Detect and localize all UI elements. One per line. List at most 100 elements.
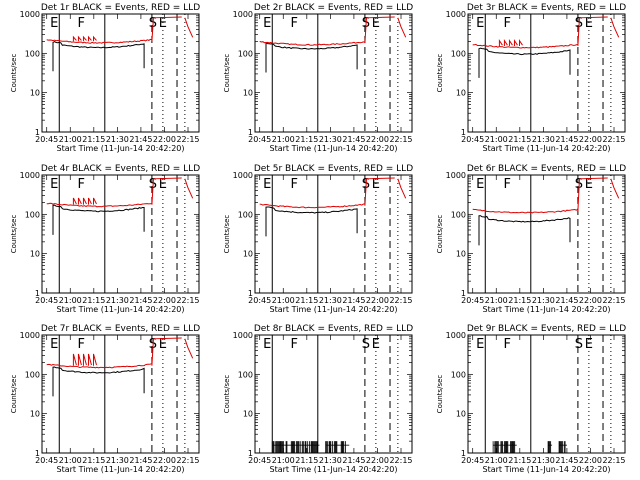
x-tick-label: 20:45: [35, 296, 58, 305]
events-line: [265, 206, 358, 237]
x-tick-label: 21:45: [129, 135, 152, 144]
marker-letter-f: F: [78, 337, 85, 352]
panel-title: Det 8r BLACK = Events, RED = LLD: [254, 324, 413, 334]
lld-spike: [77, 197, 82, 205]
panel-det-9: Det 9r BLACK = Events, RED = LLD 1 10 100 10…: [436, 324, 626, 474]
lld-line: [472, 43, 579, 49]
x-tick-label: 21:30: [532, 135, 555, 144]
x-tick-label: 21:00: [272, 456, 295, 465]
y-tick-label: 10: [30, 410, 40, 419]
plot-frame: [254, 174, 413, 294]
marker-letter-e: E: [50, 337, 58, 352]
panel-det-2: Det 2r BLACK = Events, RED = LLD 1 10 100 10…: [223, 3, 413, 153]
lld-decay: [397, 17, 407, 38]
y-tick-label: 1: [35, 289, 40, 298]
y-tick-label: 100: [238, 370, 253, 379]
y-tick-label: 1: [35, 128, 40, 137]
x-tick-label: 21:45: [342, 296, 365, 305]
panel-title: Det 6r BLACK = Events, RED = LLD: [467, 164, 626, 174]
x-tick-label: 20:45: [35, 456, 58, 465]
x-tick-label: 20:45: [248, 296, 271, 305]
lld-jump: [151, 16, 182, 42]
x-tick-label: 22:15: [602, 296, 625, 305]
y-axis-label: Counts/sec: [223, 375, 231, 414]
panel-title: Det 1r BLACK = Events, RED = LLD: [41, 3, 200, 13]
marker-letter-f: F: [78, 177, 85, 192]
x-tick-label: 21:30: [532, 456, 555, 465]
x-tick-label: 22:15: [389, 135, 412, 144]
lld-spike: [82, 197, 87, 205]
x-tick-label: 22:15: [176, 456, 199, 465]
x-axis-label: Start Time (11-Jun-14 20:42:20): [270, 305, 398, 314]
lld-line: [46, 38, 152, 44]
lld-decay: [397, 178, 407, 199]
events-line: [52, 41, 145, 72]
y-tick-label: 10: [456, 250, 466, 259]
events-line: [52, 366, 145, 397]
panel-det-5: Det 5r BLACK = Events, RED = LLD 1 10 100 10…: [223, 164, 413, 314]
x-tick-label: 20:45: [248, 456, 271, 465]
plot-frame: [41, 174, 200, 294]
marker-letter-s: S: [362, 337, 370, 352]
x-axis-label: Start Time (11-Jun-14 20:42:20): [57, 305, 185, 314]
x-tick-label: 21:00: [485, 456, 508, 465]
x-axis-label: Start Time (11-Jun-14 20:42:20): [483, 465, 611, 474]
x-tick-label: 22:00: [153, 296, 176, 305]
lld-spike: [513, 38, 518, 46]
y-tick-label: 1: [461, 289, 466, 298]
lld-spike: [82, 353, 87, 366]
marker-letter-e: E: [263, 177, 271, 192]
y-tick-label: 1000: [20, 171, 40, 180]
y-tick-label: 100: [238, 210, 253, 219]
lld-spike: [503, 38, 508, 46]
y-tick-label: 1000: [446, 171, 466, 180]
marker-letter-f: F: [291, 337, 298, 352]
marker-letter-e: E: [372, 16, 380, 31]
lld-spike: [92, 197, 97, 205]
x-tick-label: 22:00: [579, 296, 602, 305]
x-tick-label: 21:15: [508, 135, 531, 144]
lld-spike: [72, 197, 77, 205]
x-tick-label: 21:30: [106, 456, 129, 465]
panel-title: Det 7r BLACK = Events, RED = LLD: [41, 324, 200, 334]
marker-letter-e: E: [159, 16, 167, 31]
x-tick-label: 21:30: [106, 296, 129, 305]
marker-letter-s: S: [575, 337, 583, 352]
x-tick-label: 22:15: [389, 456, 412, 465]
lld-decay: [610, 178, 620, 199]
panel-title: Det 4r BLACK = Events, RED = LLD: [41, 164, 200, 174]
marker-letter-e: E: [476, 337, 484, 352]
y-tick-label: 10: [456, 89, 466, 98]
x-tick-label: 21:45: [129, 296, 152, 305]
x-tick-label: 21:00: [485, 296, 508, 305]
marker-letter-f: F: [291, 16, 298, 31]
lld-jump: [364, 16, 395, 44]
x-axis-label: Start Time (11-Jun-14 20:42:20): [57, 465, 185, 474]
x-tick-label: 21:00: [272, 135, 295, 144]
marker-letter-e: E: [159, 337, 167, 352]
events-line: [478, 215, 571, 246]
marker-letter-f: F: [504, 337, 511, 352]
plot-frame: [467, 13, 626, 133]
marker-letter-e: E: [585, 177, 593, 192]
lld-decay: [184, 338, 194, 359]
x-axis-label: Start Time (11-Jun-14 20:42:20): [483, 305, 611, 314]
plot-frame: [254, 334, 413, 454]
plot-frame: [467, 174, 626, 294]
x-tick-label: 21:15: [82, 296, 105, 305]
lld-jump: [151, 177, 182, 205]
lld-spike: [77, 353, 82, 366]
x-tick-label: 21:45: [555, 135, 578, 144]
x-tick-label: 21:30: [319, 296, 342, 305]
x-axis-label: Start Time (11-Jun-14 20:42:20): [483, 144, 611, 153]
x-tick-label: 21:45: [129, 456, 152, 465]
lld-decay: [610, 17, 620, 38]
y-tick-label: 100: [25, 370, 40, 379]
x-tick-label: 21:30: [319, 135, 342, 144]
lld-jump: [364, 177, 395, 206]
x-tick-label: 21:30: [106, 135, 129, 144]
x-axis-label: Start Time (11-Jun-14 20:42:20): [57, 144, 185, 153]
marker-letter-e: E: [50, 177, 58, 192]
marker-letter-e: E: [476, 177, 484, 192]
